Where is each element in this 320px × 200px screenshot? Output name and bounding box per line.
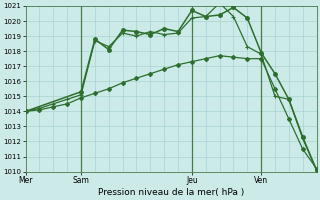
X-axis label: Pression niveau de la mer( hPa ): Pression niveau de la mer( hPa ): [98, 188, 244, 197]
